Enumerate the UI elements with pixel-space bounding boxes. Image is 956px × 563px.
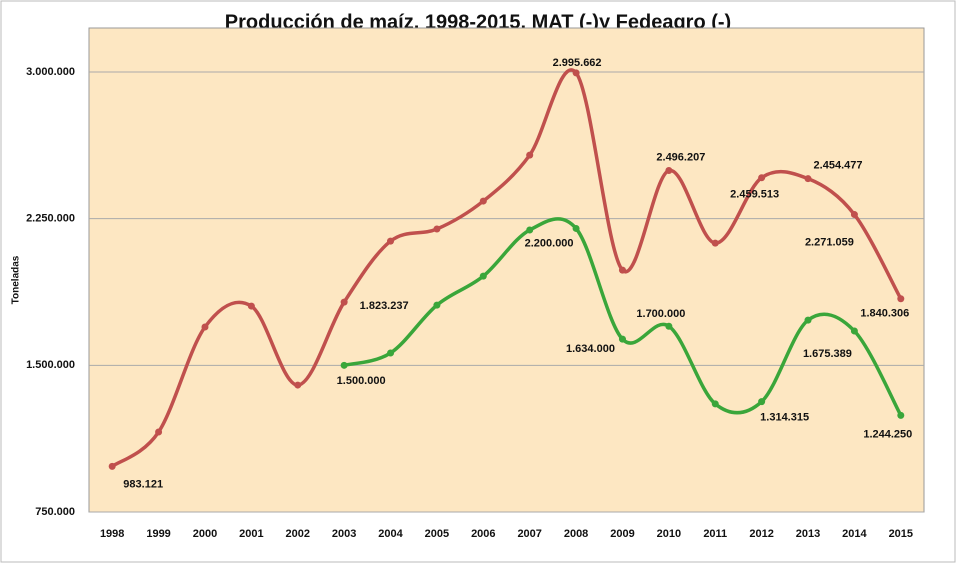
data-label: 1.840.306 [860, 308, 909, 320]
data-point [387, 237, 395, 245]
x-tick-label: 2004 [378, 528, 403, 540]
x-tick-label: 2008 [564, 528, 588, 540]
data-point [758, 174, 766, 182]
data-point [711, 239, 719, 247]
data-label: 2.496.207 [656, 151, 705, 163]
x-tick-label: 2013 [796, 528, 820, 540]
x-tick-label: 2003 [332, 528, 356, 540]
x-tick-label: 2011 [703, 528, 727, 540]
data-point [850, 327, 858, 335]
data-point [294, 381, 302, 389]
data-label: 1.314.315 [760, 412, 809, 424]
x-tick-label: 2007 [517, 528, 541, 540]
data-point [526, 151, 534, 159]
data-label: 2.271.059 [805, 236, 854, 248]
data-point [711, 400, 719, 408]
data-point [479, 272, 487, 280]
y-axis-label: Toneladas [11, 255, 22, 304]
x-tick-label: 2015 [889, 528, 913, 540]
data-label: 2.459.513 [730, 189, 779, 201]
data-label: 1.700.000 [636, 308, 685, 320]
x-tick-label: 2009 [610, 528, 634, 540]
y-tick-label: 1.500.000 [26, 359, 75, 371]
x-tick-label: 1998 [100, 528, 124, 540]
data-label: 1.500.000 [337, 375, 386, 387]
data-point [572, 69, 580, 77]
y-tick-label: 2.250.000 [26, 213, 75, 225]
data-label: 1.634.000 [566, 343, 615, 355]
x-tick-label: 2010 [657, 528, 681, 540]
data-point [897, 411, 905, 419]
data-point [618, 266, 626, 274]
data-point [665, 322, 673, 330]
data-label: 2.995.662 [553, 57, 602, 69]
data-label: 2.200.000 [525, 237, 574, 249]
data-point [526, 226, 534, 234]
data-point [247, 302, 255, 310]
data-label: 1.675.389 [803, 348, 852, 360]
data-point [155, 428, 163, 436]
y-tick-label: 750.000 [35, 506, 75, 518]
x-tick-label: 2006 [471, 528, 495, 540]
data-label: 983.121 [123, 478, 163, 490]
data-point [804, 175, 812, 183]
y-tick-label: 3.000.000 [26, 66, 75, 78]
data-point [340, 298, 348, 306]
x-tick-label: 2012 [749, 528, 773, 540]
data-point [433, 225, 441, 233]
data-point [387, 349, 395, 357]
data-point [433, 301, 441, 309]
data-label: 1.823.237 [360, 300, 409, 312]
x-tick-label: 2005 [425, 528, 449, 540]
x-tick-label: 2014 [842, 528, 867, 540]
data-label: 1.244.250 [863, 428, 912, 440]
x-tick-label: 1999 [146, 528, 170, 540]
data-point [108, 462, 116, 470]
data-point [665, 167, 673, 175]
data-point [618, 335, 626, 343]
data-point [479, 197, 487, 205]
x-tick-label: 2001 [239, 528, 263, 540]
data-label: 2.454.477 [814, 160, 863, 172]
data-point [572, 224, 580, 232]
data-point [201, 323, 209, 331]
x-tick-label: 2002 [286, 528, 310, 540]
data-point [897, 295, 905, 303]
x-tick-label: 2000 [193, 528, 217, 540]
data-point [804, 316, 812, 324]
plot-area [88, 27, 925, 513]
data-point [758, 398, 766, 406]
data-point [850, 211, 858, 219]
data-point [340, 361, 348, 369]
